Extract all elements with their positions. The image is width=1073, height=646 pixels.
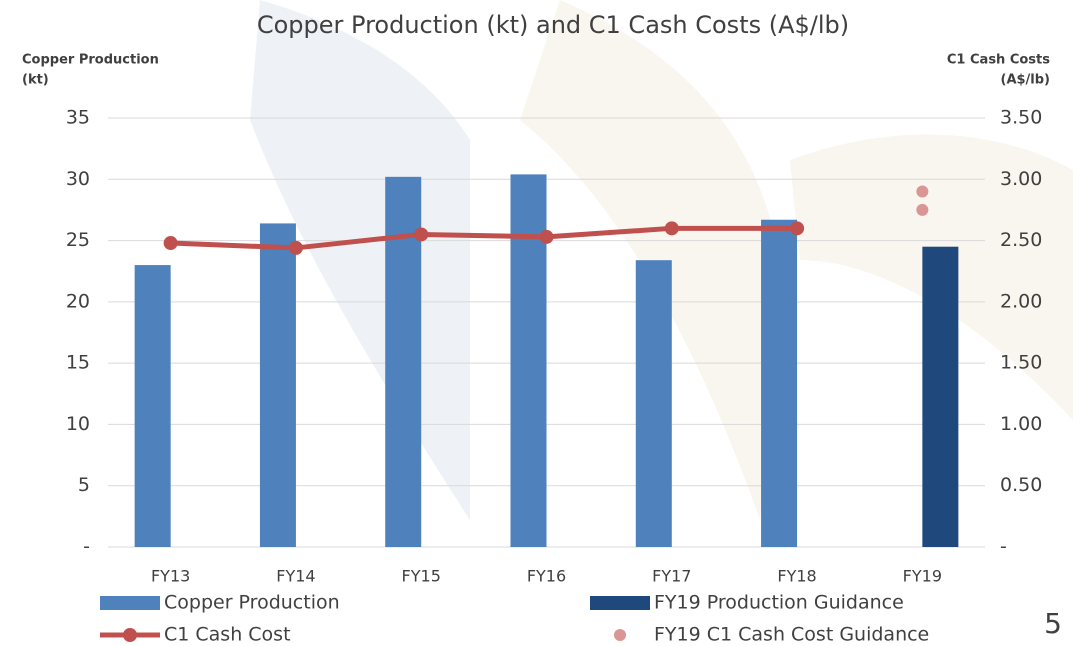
bar: [635, 260, 672, 547]
y-tick-label: 30: [66, 168, 90, 190]
line-marker: [664, 221, 679, 236]
y-tick-label: 20: [66, 290, 90, 312]
bar: [761, 219, 798, 547]
legend-label: FY19 C1 Cash Cost Guidance: [654, 624, 929, 646]
scatter-point: [916, 185, 929, 198]
x-tick-label: FY17: [652, 567, 691, 586]
y-tick-label: -: [83, 536, 90, 558]
y2-tick-label: 1.00: [1000, 413, 1042, 435]
legend-label: Copper Production: [164, 592, 340, 614]
legend-label: C1 Cash Cost: [164, 624, 291, 646]
y-axis-label: (kt): [22, 73, 49, 88]
y2-tick-label: 3.00: [1000, 168, 1042, 190]
legend-label: FY19 Production Guidance: [654, 592, 904, 614]
y2-tick-label: 2.50: [1000, 229, 1042, 251]
y2-tick-label: 1.50: [1000, 352, 1042, 374]
line-marker: [539, 229, 554, 244]
legend-swatch: [123, 628, 137, 642]
line-marker: [163, 236, 178, 251]
x-tick-label: FY13: [151, 567, 190, 586]
x-tick-label: FY16: [527, 567, 566, 586]
bar: [510, 174, 547, 547]
bar: [134, 265, 171, 547]
bar: [259, 223, 296, 547]
watermark-shape: [520, 0, 780, 520]
line: [170, 225, 798, 251]
bar: [922, 246, 959, 547]
y2-axis-label: (A$/lb): [1001, 73, 1051, 88]
x-tick-label: FY18: [777, 567, 816, 586]
line-marker: [288, 240, 303, 255]
y2-tick-label: -: [1000, 536, 1007, 558]
line-marker: [790, 221, 805, 236]
scatter-point: [916, 203, 929, 216]
legend-swatch: [100, 596, 160, 610]
line-marker: [414, 227, 429, 242]
y-tick-label: 25: [66, 229, 90, 251]
y-axis-label: Copper Production: [22, 53, 159, 68]
y-tick-label: 35: [66, 107, 90, 129]
chart-title: Copper Production (kt) and C1 Cash Costs…: [257, 11, 849, 39]
legend-swatch: [614, 629, 626, 641]
y2-tick-label: 0.50: [1000, 474, 1042, 496]
y-tick-label: 10: [66, 413, 90, 435]
y-tick-label: 15: [66, 352, 90, 374]
y2-tick-label: 2.00: [1000, 290, 1042, 312]
legend-swatch: [590, 596, 650, 610]
y2-axis-label: C1 Cash Costs: [947, 53, 1050, 68]
x-tick-label: FY14: [276, 567, 315, 586]
page-number: 5: [1044, 607, 1062, 640]
y-tick-label: 5: [78, 474, 90, 496]
x-tick-label: FY19: [903, 567, 942, 586]
y2-tick-label: 3.50: [1000, 107, 1042, 129]
x-tick-label: FY15: [402, 567, 441, 586]
